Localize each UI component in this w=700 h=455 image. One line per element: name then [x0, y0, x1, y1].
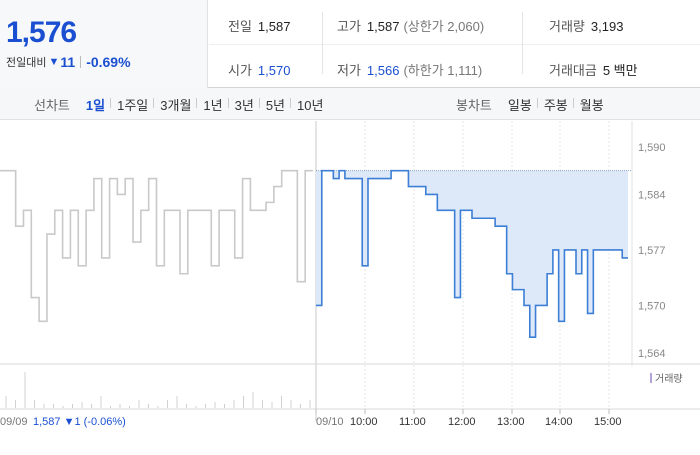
line-chart-tab-group: 선차트 1일 1주일 3개월 1년 3년 5년 10년 [34, 88, 329, 120]
series-today-line [316, 169, 628, 339]
y-tick-label: 1,577 [638, 245, 666, 257]
volume-legend-swatch [650, 373, 652, 383]
tab-line-period-5[interactable]: 5년 [258, 95, 291, 114]
stat-high: 고가 1,587 (상한가 2,060) [337, 19, 485, 34]
line-chart-label: 선차트 [34, 97, 70, 113]
stats-col-divider [322, 12, 323, 74]
volume-legend-label: 거래량 [655, 373, 683, 385]
x-tick-label: 09/10 [316, 416, 344, 428]
change-row: 전일대비 ▼ 11 -0.69% [6, 54, 131, 70]
quote-summary: 1,576 전일대비 ▼ 11 -0.69% 전일 1,587 고가 1,587 (상… [0, 0, 700, 88]
candle-chart-tab-group: 봉차트 일봉 주봉 월봉 [456, 88, 610, 120]
stats-row-divider [209, 44, 700, 45]
series-today-area [316, 170, 628, 338]
tab-candle-period-2[interactable]: 월봉 [572, 95, 610, 114]
x-tick-label: 11:00 [399, 416, 426, 428]
series-prev-day-line [0, 169, 313, 323]
down-arrow-icon: ▼ [48, 56, 60, 68]
candle-chart-label: 봉차트 [456, 97, 492, 113]
stat-low: 저가 1,566 (하한가 1,111) [337, 63, 483, 78]
change-percent: -0.69% [86, 54, 131, 70]
stat-prev-close: 전일 1,587 [228, 19, 291, 34]
tab-line-period-1[interactable]: 1주일 [110, 95, 154, 114]
y-tick-label: 1,584 [638, 189, 666, 201]
change-value: 11 [60, 54, 76, 70]
y-tick-label: 1,570 [638, 300, 666, 312]
x-tick-label: 10:00 [350, 416, 378, 428]
stat-volume: 거래량 3,193 [549, 19, 624, 34]
intraday-chart: 1,590 1,584 1,577 1,570 1,564 거래량 09/09 1,587 ▼… [0, 121, 700, 450]
tab-line-period-0[interactable]: 1일 [85, 97, 106, 113]
x-tick-label: 13:00 [497, 416, 525, 428]
stat-open: 시가 1,570 [228, 63, 291, 78]
tab-line-period-4[interactable]: 3년 [227, 95, 260, 114]
tab-line-period-3[interactable]: 1년 [196, 95, 228, 114]
x-tick-label: 12:00 [448, 416, 476, 428]
stat-trade-amount: 거래대금 5 백만 [549, 63, 638, 78]
x-tick-prev-day: 09/09 [0, 416, 28, 428]
price-box: 1,576 전일대비 ▼ 11 -0.69% [0, 0, 208, 88]
prev-day-summary: 1,587 ▼1 (-0.06%) [33, 416, 126, 428]
current-price: 1,576 [6, 16, 77, 49]
x-tick-label: 15:00 [594, 416, 622, 428]
tab-candle-period-1[interactable]: 주봉 [536, 95, 574, 114]
change-divider [80, 56, 82, 68]
tab-line-period-6[interactable]: 10년 [290, 95, 329, 114]
chart-svg: 1,590 1,584 1,577 1,570 1,564 거래량 09/09 1,587 ▼… [0, 121, 700, 428]
y-tick-label: 1,564 [638, 348, 666, 360]
change-label: 전일대비 [6, 57, 47, 69]
tab-candle-period-0[interactable]: 일봉 [507, 97, 532, 113]
tab-line-period-2[interactable]: 3개월 [153, 95, 197, 114]
x-tick-label: 14:00 [545, 416, 573, 428]
chart-tabs: 선차트 1일 1주일 3개월 1년 3년 5년 10년 봉차트 일봉 주봉 월봉 [0, 88, 700, 120]
y-tick-label: 1,590 [638, 142, 666, 154]
stats-col-divider [522, 12, 523, 74]
